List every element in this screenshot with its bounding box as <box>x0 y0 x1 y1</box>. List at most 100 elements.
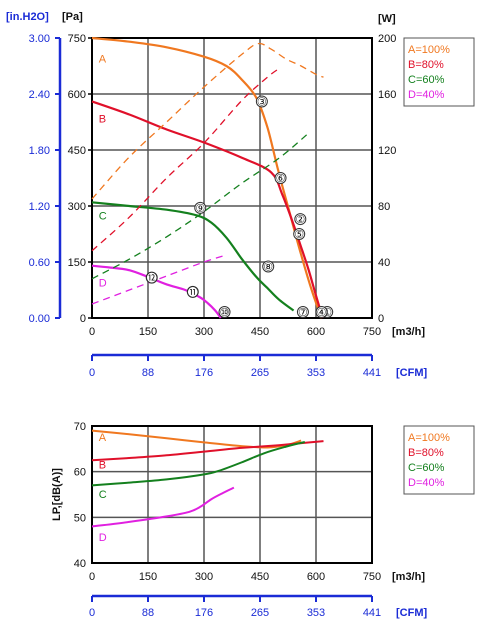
operating-point-label: ⑥ <box>276 173 286 185</box>
pa-tick-label: 600 <box>68 89 86 101</box>
cfm-tick-label: 176 <box>195 607 213 619</box>
legend-entry: A=100% <box>408 432 450 444</box>
operating-point-label: ④ <box>317 307 327 319</box>
curve-label-B: B <box>99 113 106 125</box>
pa-tick-label: 150 <box>68 257 86 269</box>
plot-frame <box>91 37 373 319</box>
w-tick-label: 0 <box>378 313 384 325</box>
operating-point-label: ⑫ <box>146 272 157 285</box>
y-tick-label: 60 <box>74 467 86 479</box>
series-C-power-line <box>91 132 309 280</box>
legend-box <box>403 425 475 495</box>
operating-point-label: ⑩ <box>220 307 230 319</box>
series-B-power-line <box>91 68 280 252</box>
operating-point-marker <box>194 201 207 214</box>
cfm-tick-label: 176 <box>195 367 213 379</box>
w-unit-label: [W] <box>378 13 396 25</box>
operating-point-label: ② <box>295 214 305 226</box>
pa-tick-label: 0 <box>80 313 86 325</box>
cfm-unit-label: [CFM] <box>396 607 427 619</box>
legend-entry: A=100% <box>408 44 450 56</box>
legend-entry: B=80% <box>408 447 444 459</box>
operating-point-marker <box>274 172 287 184</box>
legend-entry: C=60% <box>408 462 445 474</box>
pa-tick-label: 300 <box>68 201 86 213</box>
inh2o-tick-label: 0.00 <box>29 313 50 325</box>
operating-point-marker <box>293 228 306 240</box>
operating-point-label: ⑤ <box>294 229 304 241</box>
w-tick-label: 200 <box>378 33 396 45</box>
legend-entry: B=80% <box>408 59 444 71</box>
operating-point-marker <box>294 213 307 226</box>
series-D-pressure-line <box>91 264 222 319</box>
inh2o-unit-label: [in.H2O] <box>6 11 49 23</box>
pa-tick-label: 450 <box>68 145 86 157</box>
x-tick-label: 750 <box>363 326 381 338</box>
w-tick-label: 80 <box>378 201 390 213</box>
x-tick-label: 300 <box>195 326 213 338</box>
cfm-tick-label: 88 <box>142 367 154 379</box>
cfm-tick-label: 353 <box>307 607 325 619</box>
inh2o-tick-label: 1.20 <box>29 201 50 213</box>
x-tick-label: 450 <box>251 571 269 583</box>
pa-tick-label: 750 <box>68 33 86 45</box>
operating-point-label: ⑦ <box>298 307 308 319</box>
cfm-tick-label: 441 <box>363 367 381 379</box>
operating-point-marker <box>315 306 328 318</box>
series-A-power-line <box>91 42 324 200</box>
operating-point-marker <box>218 306 231 318</box>
operating-point-label: ⑧ <box>263 261 273 273</box>
pa-unit-label: [Pa] <box>62 11 83 23</box>
series-B-sound-line <box>91 440 324 462</box>
operating-point-marker <box>255 95 268 108</box>
x-unit-label: [m3/h] <box>392 326 425 338</box>
cfm-tick-label: 88 <box>142 607 154 619</box>
pressure-power-chart: 0.00 0.60 1.20 1.80 2.40 3.00 [in.H2O] 0 150 300 4… <box>6 11 475 379</box>
curve-label-B: B <box>99 459 106 471</box>
x-tick-label: 0 <box>89 326 95 338</box>
inh2o-tick-label: 1.80 <box>29 145 50 157</box>
x-tick-label: 150 <box>139 571 157 583</box>
cfm-tick-label: 265 <box>251 367 269 379</box>
legend-box <box>403 37 475 107</box>
w-tick-label: 120 <box>378 145 396 157</box>
curve-label-D: D <box>99 278 107 290</box>
x-tick-label: 0 <box>89 571 95 583</box>
x-unit-label: [m3/h] <box>392 571 425 583</box>
y-tick-label: 40 <box>74 558 86 570</box>
cfm-tick-label: 441 <box>363 607 381 619</box>
x-tick-label: 450 <box>251 326 269 338</box>
cfm-tick-label: 0 <box>89 367 95 379</box>
operating-point-marker <box>262 260 275 273</box>
series-A-pressure-line <box>91 36 323 319</box>
series-C-pressure-line <box>91 201 295 312</box>
cfm-tick-label: 353 <box>307 367 325 379</box>
operating-point-marker <box>145 271 158 284</box>
cfm-tick-label: 0 <box>89 607 95 619</box>
inh2o-tick-label: 3.00 <box>29 33 50 45</box>
curve-label-C: C <box>99 489 107 501</box>
curve-label-D: D <box>99 532 107 544</box>
sound-level-chart: 40 50 60 70 LP,[dB(A)] 0 150 300 450 600 750 [m3/h]… <box>51 421 475 619</box>
legend-entry: D=40% <box>408 89 445 101</box>
legend-entry: C=60% <box>408 74 445 86</box>
y-axis-label: LP,[dB(A)] <box>51 468 63 521</box>
operating-point-label: ③ <box>257 96 267 108</box>
series-C-sound-line <box>91 441 306 487</box>
operating-point-marker <box>296 306 309 318</box>
x-tick-label: 150 <box>139 326 157 338</box>
operating-point-label: ⑨ <box>195 203 205 215</box>
x-tick-label: 750 <box>363 571 381 583</box>
cfm-unit-label: [CFM] <box>396 367 427 379</box>
legend-entry: D=40% <box>408 477 445 489</box>
cfm-tick-label: 265 <box>251 607 269 619</box>
curve-label-A: A <box>99 54 107 66</box>
y-tick-label: 50 <box>74 512 86 524</box>
series-D-sound-line <box>91 486 235 528</box>
inh2o-tick-label: 2.40 <box>29 89 50 101</box>
series-D-power-line <box>91 254 227 305</box>
curve-label-A: A <box>99 432 107 444</box>
x-tick-label: 300 <box>195 571 213 583</box>
x-tick-label: 600 <box>307 326 325 338</box>
